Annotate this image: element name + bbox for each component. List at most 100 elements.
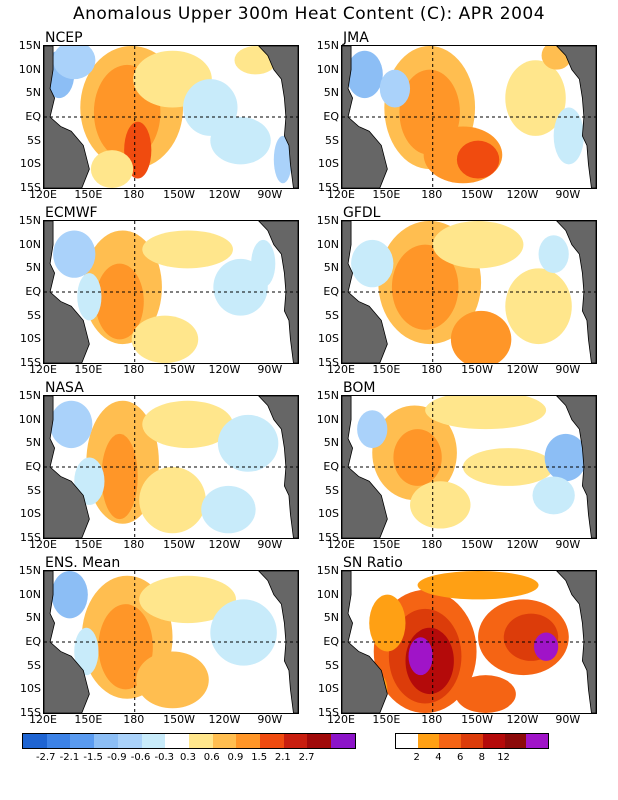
warm-anomaly-area: [393, 429, 442, 486]
colorbar-swatch: [482, 734, 505, 748]
latitude-tick-label: 5S: [325, 658, 339, 672]
colorbar-swatch: [212, 734, 237, 748]
latitude-tick-label: 5S: [325, 483, 339, 497]
colorbar-label: 12: [497, 752, 510, 763]
longitude-tick-label: 150W: [163, 713, 195, 726]
latitude-tick-label: 15N: [18, 564, 41, 577]
latitude-tick-label: 10N: [316, 237, 339, 251]
cool-anomaly-area: [553, 107, 584, 165]
colorbar-swatch: [396, 734, 418, 748]
longitude-tick-label: 120E: [327, 363, 355, 376]
colorbar-label: -0.6: [130, 752, 151, 763]
latitude-tick-label: 15S: [20, 356, 41, 369]
colorbar-swatch: [141, 734, 166, 748]
latitude-tick-label: 15N: [18, 214, 41, 227]
cool-anomaly-area: [544, 433, 587, 482]
latitude-tick-label: 15N: [18, 389, 41, 402]
colorbar-swatch: [165, 734, 189, 748]
latitude-tick-label: 15S: [20, 531, 41, 544]
warm-anomaly-area: [90, 150, 134, 188]
cool-anomaly-area: [53, 46, 96, 80]
land-mass: [44, 396, 90, 538]
cool-anomaly-area: [346, 50, 383, 99]
map-panel: [43, 45, 299, 189]
latitude-tick-label: EQ: [25, 285, 41, 298]
warm-anomaly-area: [139, 467, 206, 534]
cool-anomaly-area: [379, 69, 411, 108]
figure-title: Anomalous Upper 300m Heat Content (C): A…: [72, 4, 546, 24]
warm-anomaly-area: [450, 310, 512, 363]
colorbar-label: 1.5: [251, 752, 268, 763]
latitude-tick-label: 5N: [323, 261, 339, 275]
cool-anomaly-area: [210, 599, 277, 666]
panel-title: ENS. Mean: [45, 555, 121, 571]
latitude-tick-label: 5N: [323, 86, 339, 100]
longitude-tick-label: 150W: [461, 538, 493, 551]
longitude-tick-label: 180: [123, 188, 145, 201]
longitude-tick-label: 180: [421, 188, 443, 201]
latitude-tick-label: 5N: [25, 86, 41, 100]
warm-anomaly-area: [98, 604, 153, 690]
colorbar-label: 2.1: [274, 752, 291, 763]
latitude-tick-label: EQ: [323, 635, 339, 648]
longitude-tick-label: 150E: [372, 713, 401, 726]
longitude-tick-label: 150W: [163, 538, 195, 551]
latitude-tick-label: 15N: [316, 564, 339, 577]
longitude-tick-label: 150E: [74, 188, 103, 201]
warm-anomaly-area: [425, 396, 547, 430]
colorbar-swatch: [307, 734, 332, 748]
longitude-tick-label: 90W: [555, 713, 581, 726]
latitude-tick-label: 5N: [25, 436, 41, 450]
map-panel: [43, 395, 299, 539]
longitude-tick-label: 120E: [29, 363, 57, 376]
longitude-tick-label: 90W: [257, 538, 283, 551]
land-mass: [556, 396, 596, 538]
latitude-tick-label: 10S: [318, 332, 339, 346]
warm-anomaly-area: [408, 637, 433, 676]
panel-title: SN Ratio: [343, 555, 403, 571]
colorbar-swatch: [188, 734, 213, 748]
colorbar-label: 2.7: [298, 752, 315, 763]
land-mass: [258, 571, 298, 713]
latitude-tick-label: 15S: [318, 706, 339, 719]
latitude-tick-label: 10S: [20, 332, 41, 346]
colorbar-swatch: [461, 734, 483, 748]
longitude-tick-label: 180: [421, 363, 443, 376]
longitude-tick-label: 150E: [372, 538, 401, 551]
warm-anomaly-area: [410, 481, 471, 529]
land-mass: [342, 571, 388, 713]
colorbar-swatch: [504, 734, 527, 748]
map-field: [342, 46, 596, 188]
cool-anomaly-area: [50, 400, 93, 449]
map-field: [342, 221, 596, 363]
map-field: [342, 396, 596, 538]
latitude-tick-label: 10N: [316, 587, 339, 601]
cool-anomaly-area: [357, 410, 388, 449]
latitude-tick-label: 10N: [18, 237, 41, 251]
warm-anomaly-area: [432, 221, 524, 269]
longitude-tick-label: 120W: [506, 363, 539, 376]
latitude-tick-label: 10S: [20, 157, 41, 171]
warm-anomaly-area: [391, 244, 459, 330]
land-mass: [342, 46, 388, 188]
land-mass: [556, 221, 596, 363]
colorbar-swatch: [70, 734, 95, 748]
land-mass: [44, 221, 90, 363]
longitude-tick-label: 150W: [163, 363, 195, 376]
colorbar-label: -2.7: [35, 752, 56, 763]
land-mass: [556, 571, 596, 713]
cool-anomaly-area: [210, 117, 271, 165]
latitude-tick-label: EQ: [25, 635, 41, 648]
cool-anomaly-area: [51, 571, 88, 619]
latitude-tick-label: 5S: [27, 308, 41, 322]
colorbar-swatch: [417, 734, 440, 748]
longitude-tick-label: 180: [421, 713, 443, 726]
latitude-tick-label: 5N: [323, 436, 339, 450]
land-mass: [44, 46, 90, 188]
longitude-tick-label: 120E: [29, 538, 57, 551]
longitude-tick-label: 150E: [372, 188, 401, 201]
colorbar-swatch: [46, 734, 71, 748]
warm-anomaly-area: [417, 571, 539, 600]
panel-title: NASA: [45, 380, 84, 396]
map-field: [44, 396, 298, 538]
